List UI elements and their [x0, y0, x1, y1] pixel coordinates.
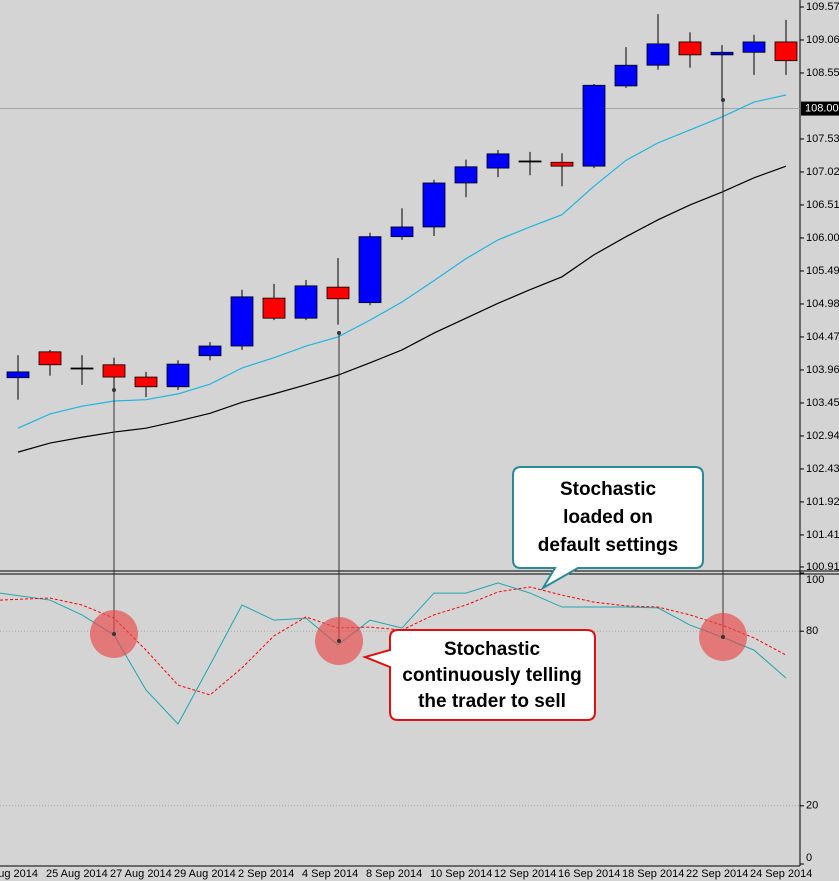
candle-body: [358, 236, 382, 304]
y-tick-label: 104.470: [806, 331, 839, 343]
callout: Stochastic loaded on default settings: [512, 466, 704, 591]
y-tick-label: 20: [806, 800, 818, 812]
candle-body: [742, 41, 766, 53]
y-tick-label: 101.410: [806, 529, 839, 541]
y-tick-label: 102.940: [806, 430, 839, 442]
dot: [721, 635, 725, 639]
callout: Stochastic continuously telling the trad…: [361, 629, 596, 721]
y-tick-label: 107.530: [806, 133, 839, 145]
y-tick-label: 105.490: [806, 265, 839, 277]
x-tick-label: 29 Aug 2014: [174, 868, 236, 880]
stochastic-line: [0, 582, 787, 725]
callout-text: Stochastic: [560, 479, 657, 500]
callout-box: [512, 466, 704, 591]
candle-body: [262, 297, 286, 319]
dot: [112, 388, 116, 392]
y-tick-label: 100.915: [806, 561, 839, 573]
candle-body: [294, 285, 318, 319]
callout-text: the trader to sell: [418, 691, 566, 712]
candle-body: [518, 160, 542, 163]
candle-body: [710, 51, 734, 56]
callout-text: Stochastic: [444, 639, 541, 660]
candle-body: [646, 43, 670, 66]
candle-body: [614, 64, 638, 87]
y-tick-label: 106.000: [806, 232, 839, 244]
y-tick-label: 103.450: [806, 397, 839, 409]
dot: [337, 331, 341, 335]
candle-body: [230, 296, 254, 347]
y-tick-label: 108.550: [806, 67, 839, 79]
callout-text: default settings: [538, 535, 678, 556]
candle-body: [70, 367, 94, 370]
moving-average: [17, 165, 787, 453]
candle-body: [422, 182, 446, 228]
x-tick-label: 18 Sep 2014: [622, 868, 684, 880]
candle-body: [582, 84, 606, 167]
x-tick-label: 10 Sep 2014: [430, 868, 492, 880]
y-tick-label: 107.020: [806, 166, 839, 178]
y-tick-label: 0: [806, 852, 812, 864]
x-tick-label: 25 Aug 2014: [46, 868, 108, 880]
x-tick-label: Aug 2014: [0, 868, 38, 880]
y-tick-label: 109.570: [806, 1, 839, 13]
candle-body: [326, 286, 350, 300]
callout-text: loaded on: [563, 507, 653, 528]
y-tick-label: 106.510: [806, 199, 839, 211]
y-tick-label: 100: [806, 574, 824, 586]
candle-body: [134, 376, 158, 388]
dot: [112, 632, 116, 636]
candle-body: [6, 371, 30, 379]
x-tick-label: 22 Sep 2014: [686, 868, 748, 880]
y-tick-label: 102.430: [806, 463, 839, 475]
candle-body: [390, 226, 414, 238]
y-tick-label: 80: [806, 625, 818, 637]
y-tick-label: 104.980: [806, 298, 839, 310]
x-tick-label: 12 Sep 2014: [494, 868, 556, 880]
candle-body: [550, 161, 574, 167]
current-price-label: 108.000: [805, 102, 839, 114]
x-tick-label: 27 Aug 2014: [110, 868, 172, 880]
y-tick-label: 101.920: [806, 496, 839, 508]
x-tick-label: 2 Sep 2014: [238, 868, 294, 880]
y-tick-label: 109.060: [806, 34, 839, 46]
markers: [90, 98, 747, 665]
current-price-box: [801, 101, 839, 116]
candle-body: [774, 41, 798, 62]
x-tick-label: 16 Sep 2014: [558, 868, 620, 880]
candle-body: [198, 345, 222, 357]
candle-body: [38, 351, 62, 366]
candle-body: [678, 41, 702, 56]
callout-box: [361, 629, 596, 721]
x-tick-label: 4 Sep 2014: [302, 868, 358, 880]
y-tick-label: 103.960: [806, 364, 839, 376]
candle-body: [486, 153, 510, 169]
callout-text: continuously telling: [402, 665, 581, 686]
moving-average: [17, 94, 787, 429]
candle-body: [166, 363, 190, 388]
x-tick-label: 24 Sep 2014: [750, 868, 812, 880]
dot: [337, 639, 341, 643]
x-tick-label: 8 Sep 2014: [366, 868, 422, 880]
candle-body: [454, 166, 478, 184]
dot: [721, 98, 725, 102]
candle-body: [102, 364, 126, 378]
